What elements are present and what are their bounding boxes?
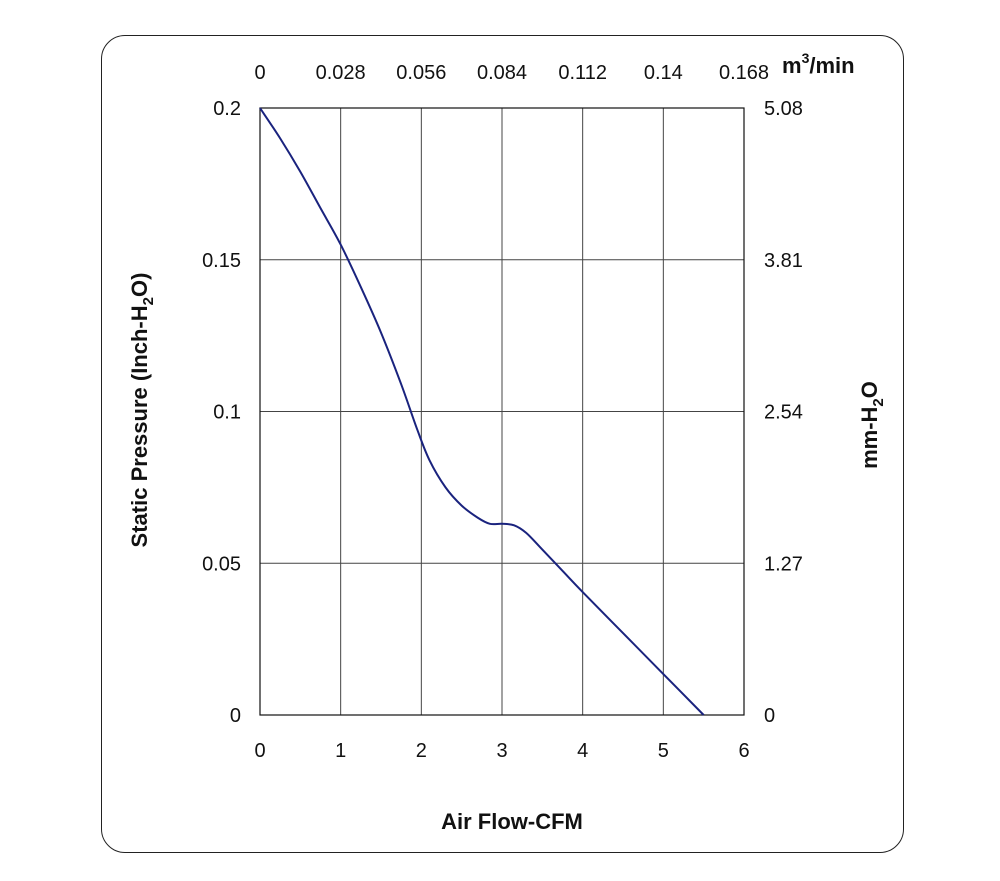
plot-area [259, 107, 745, 716]
x2-axis-title-tail: /min [809, 53, 854, 78]
x-tick-label: 4 [577, 740, 588, 762]
y2-axis-title-base: mm-H [857, 407, 882, 469]
x-tick-label: 2 [416, 740, 427, 762]
x2-tick-label: 0.14 [644, 62, 683, 84]
x-axis-title: Air Flow-CFM [441, 809, 583, 834]
y-axis-title-sub: 2 [140, 297, 157, 305]
x2-tick-label: 0.168 [719, 62, 769, 84]
tick-labels: 0 1 2 3 4 5 60 0.028 0.056 0.084 0.112 0.14 0.16800.… [202, 62, 803, 762]
y2-tick-label: 5.08 [764, 98, 803, 120]
x2-axis-title: m3/min [782, 50, 855, 78]
y-axis-title: Static Pressure (Inch-H2O) [127, 273, 157, 548]
y2-tick-label: 0 [764, 705, 775, 727]
x-tick-label: 0 [254, 740, 265, 762]
x-tick-label: 3 [496, 740, 507, 762]
x2-tick-label: 0 [254, 62, 265, 84]
y-tick-label: 0.05 [202, 553, 241, 575]
series-curves [259, 107, 705, 716]
x2-tick-label: 0.084 [477, 62, 527, 84]
x2-axis-title-base: m [782, 53, 802, 78]
x2-axis-title-sup: 3 [802, 50, 810, 66]
y-tick-label: 0.15 [202, 250, 241, 272]
x2-tick-label: 0.056 [396, 62, 446, 84]
y-axis-title-base: Static Pressure (Inch-H [127, 305, 152, 547]
y-axis-title-tail: O) [127, 273, 152, 297]
y2-axis-title: mm-H2O [857, 381, 887, 469]
chart-frame [101, 35, 904, 853]
grid-lines [260, 108, 744, 715]
series-line [259, 107, 705, 716]
y-tick-label: 0.2 [213, 98, 241, 120]
y2-axis-title-tail: O [857, 381, 882, 398]
x2-tick-label: 0.112 [558, 62, 607, 84]
x2-tick-label: 0.028 [316, 62, 366, 84]
y2-tick-label: 2.54 [764, 402, 803, 424]
x-tick-label: 1 [335, 740, 346, 762]
y-tick-label: 0 [230, 705, 241, 727]
y2-tick-label: 3.81 [764, 250, 803, 272]
x-tick-label: 6 [738, 740, 749, 762]
y2-axis-title-sub: 2 [870, 398, 887, 406]
y2-tick-label: 1.27 [764, 553, 803, 575]
y-tick-label: 0.1 [213, 402, 241, 424]
x-tick-label: 5 [658, 740, 669, 762]
